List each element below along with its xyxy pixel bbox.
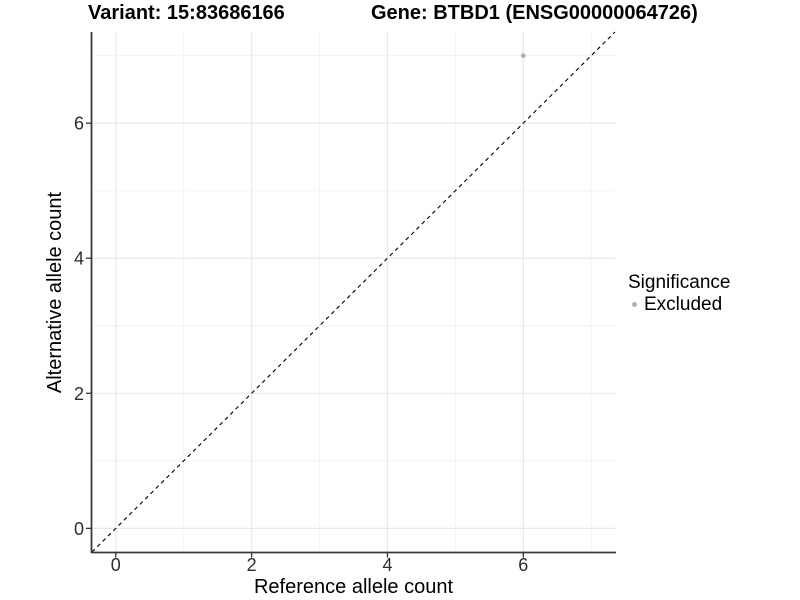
x-tick-label: 6 bbox=[518, 555, 528, 575]
legend-item-label: Excluded bbox=[644, 293, 723, 315]
legend: Significance Excluded bbox=[628, 272, 730, 315]
y-tick-label: 2 bbox=[74, 384, 84, 404]
legend-point-icon bbox=[632, 302, 637, 307]
x-tick-label: 0 bbox=[111, 555, 121, 575]
x-tick-label: 4 bbox=[382, 555, 392, 575]
identity-line bbox=[91, 31, 616, 553]
legend-title: Significance bbox=[628, 272, 731, 293]
plot-title-variant: Variant: 15:83686166 bbox=[88, 2, 285, 24]
legend-item-excluded: Excluded bbox=[628, 294, 730, 315]
x-axis-title: Reference allele count bbox=[253, 576, 453, 598]
y-tick-label: 4 bbox=[74, 249, 84, 269]
y-tick-label: 0 bbox=[74, 519, 84, 539]
x-tick-label: 2 bbox=[247, 555, 257, 575]
y-axis-title-wrap: Alternative allele count bbox=[38, 142, 74, 442]
data-point bbox=[520, 53, 526, 59]
y-tick-label: 6 bbox=[74, 114, 84, 134]
y-axis-title: Alternative allele count bbox=[44, 191, 67, 393]
plot-title-gene: Gene: BTBD1 (ENSG00000064726) bbox=[371, 2, 698, 24]
